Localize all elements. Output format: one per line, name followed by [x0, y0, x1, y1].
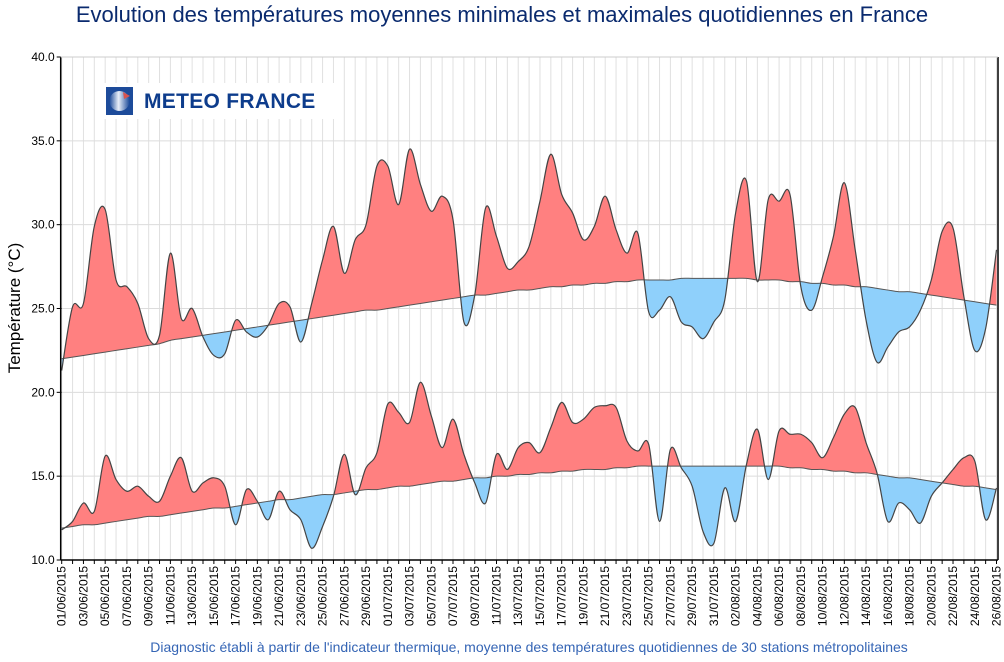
max-above-normal-area	[61, 149, 997, 359]
x-tick-label: 07/07/2015	[446, 566, 460, 626]
x-tick-label: 29/06/2015	[359, 566, 373, 626]
x-tick-label: 17/07/2015	[555, 566, 569, 626]
x-tick-label: 16/08/2015	[881, 566, 895, 626]
y-tick-label: 20.0	[31, 385, 55, 399]
chart-title: Evolution des températures moyennes mini…	[75, 2, 929, 27]
x-tick-label: 04/08/2015	[750, 566, 764, 626]
meteo-france-logo: METEO FRANCE	[100, 83, 340, 119]
x-tick-label: 12/08/2015	[837, 566, 851, 626]
x-tick-label: 06/08/2015	[772, 566, 786, 626]
x-tick-label: 22/08/2015	[946, 566, 960, 626]
x-tick-label: 18/08/2015	[903, 566, 917, 626]
y-tick-label: 10.0	[31, 553, 55, 567]
x-tick-label: 13/07/2015	[511, 566, 525, 626]
x-tick-label: 17/06/2015	[229, 566, 243, 626]
x-tick-label: 21/07/2015	[598, 566, 612, 626]
x-tick-label: 01/06/2015	[55, 566, 69, 626]
x-tick-label: 25/07/2015	[642, 566, 656, 626]
x-tick-label: 08/08/2015	[794, 566, 808, 626]
min-temperature-line	[61, 381, 998, 549]
chart-footer-note: Diagnostic établi à partir de l'indicate…	[150, 639, 908, 655]
x-tick-label: 24/08/2015	[968, 566, 982, 626]
y-tick-label: 40.0	[31, 50, 55, 64]
x-tick-label: 29/07/2015	[685, 566, 699, 626]
y-tick-label: 25.0	[31, 302, 55, 316]
x-tick-label: 05/06/2015	[98, 566, 112, 626]
axes	[56, 56, 999, 564]
x-tick-label: 20/08/2015	[924, 566, 938, 626]
x-tick-label: 15/06/2015	[207, 566, 221, 626]
x-tick-label: 31/07/2015	[707, 566, 721, 626]
x-tick-label: 11/07/2015	[489, 566, 503, 625]
x-tick-label: 05/07/2015	[424, 566, 438, 626]
x-tick-label: 19/07/2015	[576, 566, 590, 626]
y-tick-label: 15.0	[31, 469, 55, 483]
x-tick-label: 03/06/2015	[76, 566, 90, 626]
logo-text: METEO FRANCE	[144, 90, 316, 113]
logo-background	[100, 83, 340, 119]
x-tick-label: 23/06/2015	[294, 566, 308, 626]
x-tick-label: 21/06/2015	[272, 566, 286, 626]
min-normal-line	[61, 465, 997, 529]
x-tick-label: 14/08/2015	[859, 566, 873, 626]
x-tick-label: 10/08/2015	[816, 566, 830, 626]
areas	[61, 148, 998, 549]
x-tick-label: 01/07/2015	[381, 566, 395, 626]
x-tick-label: 26/08/2015	[990, 566, 1004, 626]
x-tick-label: 11/06/2015	[163, 566, 177, 625]
x-tick-label: 27/06/2015	[337, 566, 351, 626]
max-temperature-line	[61, 148, 998, 371]
min-below-normal-area	[61, 465, 997, 549]
x-tick-label: 23/07/2015	[620, 566, 634, 626]
y-tick-label: 35.0	[31, 134, 55, 148]
x-tick-label: 27/07/2015	[663, 566, 677, 626]
x-tick-label: 13/06/2015	[185, 566, 199, 626]
x-tick-label: 02/08/2015	[729, 566, 743, 626]
y-tick-label: 30.0	[31, 218, 55, 232]
x-tick-label: 15/07/2015	[533, 566, 547, 626]
x-tick-label: 25/06/2015	[316, 566, 330, 626]
max-normal-line	[61, 277, 997, 360]
x-tick-label: 07/06/2015	[120, 566, 134, 626]
logo-arrow-icon	[123, 92, 130, 99]
x-tick-label: 09/06/2015	[142, 566, 156, 626]
ticks: 10.0 15.0 20.0 25.0 30.0 35.0 40.0 01/06/2015 03…	[31, 50, 1003, 626]
x-tick-label: 19/06/2015	[250, 566, 264, 626]
x-tick-label: 03/07/2015	[403, 566, 417, 626]
x-tick-label: 09/07/2015	[468, 566, 482, 626]
